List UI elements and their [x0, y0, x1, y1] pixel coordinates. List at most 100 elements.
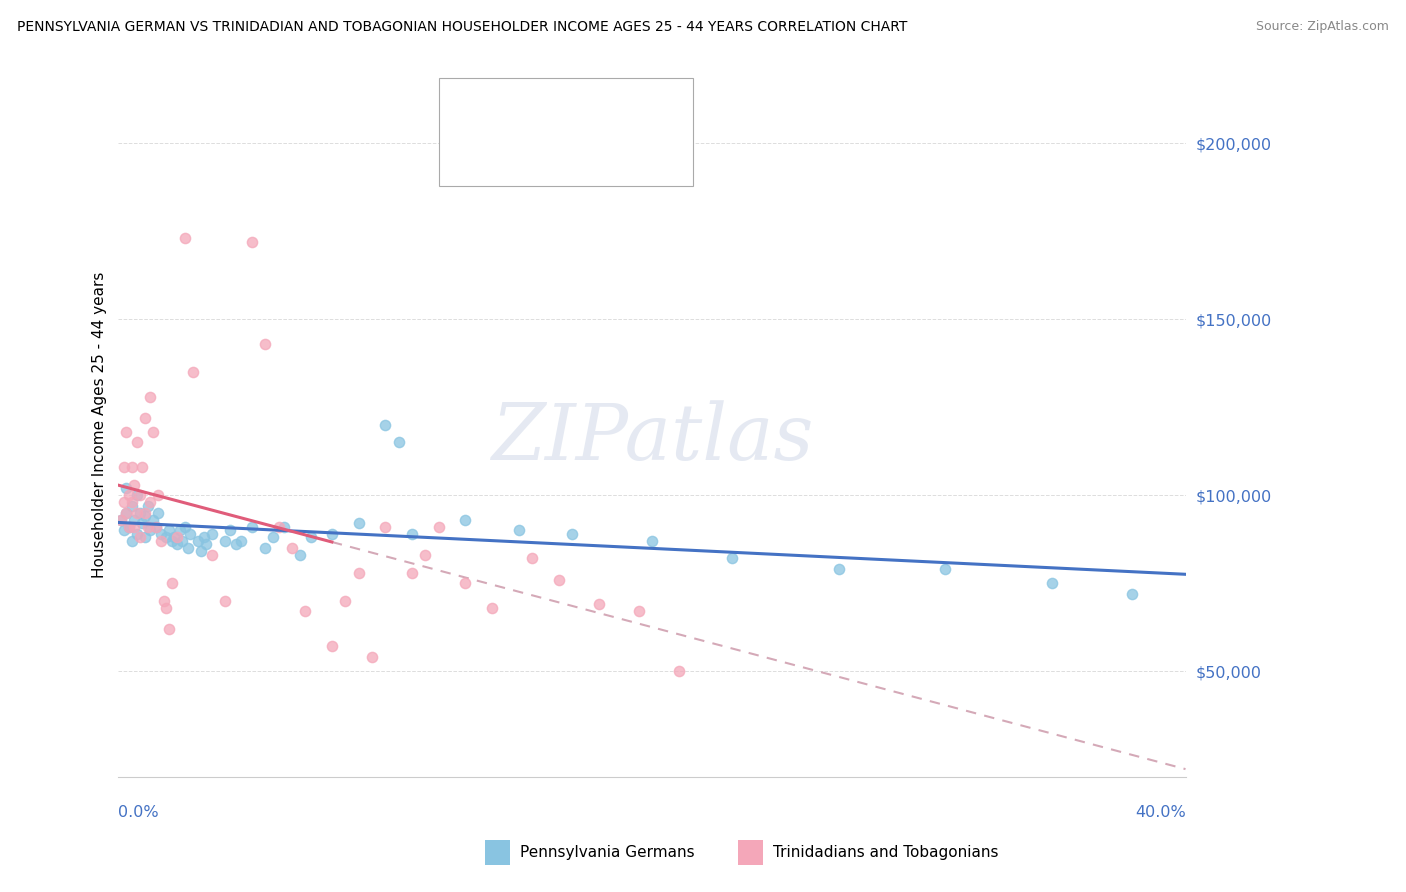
Point — [163, 530, 186, 544]
Text: -0.226: -0.226 — [519, 93, 578, 111]
Text: R =: R = — [485, 93, 522, 111]
Point — [177, 541, 200, 555]
Point — [214, 533, 236, 548]
Point — [934, 562, 956, 576]
Text: Trinidadians and Tobagonians: Trinidadians and Tobagonians — [773, 846, 998, 860]
Point — [347, 516, 370, 531]
Point — [142, 513, 165, 527]
Point — [148, 488, 170, 502]
Point — [201, 548, 224, 562]
Point — [214, 593, 236, 607]
Point — [134, 410, 156, 425]
Point — [520, 551, 543, 566]
Point — [131, 516, 153, 531]
Point — [124, 477, 146, 491]
Point — [195, 537, 218, 551]
Point — [110, 513, 132, 527]
Point — [124, 513, 146, 527]
Point — [190, 544, 212, 558]
Point — [454, 576, 477, 591]
Point — [413, 548, 436, 562]
Point — [454, 513, 477, 527]
Point — [219, 524, 242, 538]
Point — [281, 541, 304, 555]
Point — [166, 530, 188, 544]
Point — [128, 530, 150, 544]
Point — [115, 425, 138, 439]
Point — [172, 533, 194, 548]
Point — [160, 533, 183, 548]
Point — [401, 566, 423, 580]
Point — [508, 524, 530, 538]
Point — [127, 435, 149, 450]
Point — [481, 600, 503, 615]
Point — [118, 520, 141, 534]
Point — [231, 533, 253, 548]
Point — [273, 520, 295, 534]
Point — [110, 513, 132, 527]
Point — [294, 604, 316, 618]
Point — [145, 520, 167, 534]
Point — [136, 520, 159, 534]
Point — [127, 488, 149, 502]
Point — [142, 425, 165, 439]
Point — [360, 649, 382, 664]
Point — [254, 541, 277, 555]
Point — [115, 506, 138, 520]
Point — [166, 537, 188, 551]
Point — [134, 530, 156, 544]
Point — [118, 520, 141, 534]
Text: Pennsylvania Germans: Pennsylvania Germans — [520, 846, 695, 860]
Point — [115, 506, 138, 520]
Point — [201, 526, 224, 541]
Point — [128, 488, 150, 502]
Point — [134, 506, 156, 520]
Point — [127, 526, 149, 541]
Point — [112, 524, 135, 538]
Point — [174, 231, 197, 245]
Point — [641, 533, 664, 548]
Text: Source: ZipAtlas.com: Source: ZipAtlas.com — [1256, 20, 1389, 33]
Point — [387, 435, 409, 450]
Point — [262, 530, 284, 544]
Point — [131, 460, 153, 475]
Point — [187, 533, 209, 548]
Point — [157, 622, 180, 636]
Point — [121, 533, 143, 548]
Point — [145, 520, 167, 534]
Point — [561, 526, 583, 541]
Point — [267, 520, 290, 534]
Text: 0.0%: 0.0% — [118, 805, 159, 820]
Point — [179, 526, 201, 541]
Point — [121, 495, 143, 509]
Point — [157, 524, 180, 538]
Point — [721, 551, 744, 566]
Point — [254, 336, 277, 351]
Point — [225, 537, 247, 551]
Point — [240, 235, 263, 249]
Point — [148, 506, 170, 520]
Text: N =: N = — [586, 145, 634, 163]
Point — [547, 573, 569, 587]
Point — [299, 530, 322, 544]
Text: N =: N = — [586, 93, 634, 111]
Point — [121, 460, 143, 475]
Point — [152, 593, 174, 607]
Text: 54: 54 — [626, 145, 648, 163]
Point — [169, 524, 191, 538]
Point — [427, 520, 450, 534]
Point — [588, 597, 610, 611]
Point — [139, 495, 162, 509]
Point — [181, 365, 204, 379]
Y-axis label: Householder Income Ages 25 - 44 years: Householder Income Ages 25 - 44 years — [93, 271, 107, 578]
Point — [174, 520, 197, 534]
Point — [374, 520, 396, 534]
Point — [374, 417, 396, 432]
Point — [128, 506, 150, 520]
Point — [112, 495, 135, 509]
Point — [288, 548, 311, 562]
Point — [193, 530, 215, 544]
Text: ZIPatlas: ZIPatlas — [491, 401, 813, 477]
Point — [335, 593, 357, 607]
Point — [134, 509, 156, 524]
